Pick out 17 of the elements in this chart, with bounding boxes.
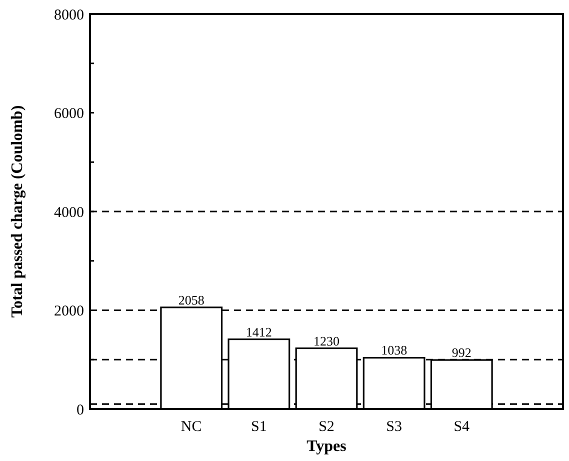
y-tick-label: 0 — [76, 402, 84, 418]
x-tick-label: NC — [180, 419, 202, 435]
x-tick-label: S2 — [318, 419, 334, 435]
x-tick-label: S3 — [386, 419, 402, 435]
data-label: 1038 — [381, 342, 408, 358]
y-tick-label: 2000 — [54, 304, 84, 320]
y-tick-label: 6000 — [54, 106, 84, 122]
data-label: 992 — [452, 345, 472, 360]
x-axis-title: Types — [306, 438, 346, 455]
x-tick-label: S1 — [251, 419, 267, 435]
y-axis-title: Total passed charge (Coulomb) — [9, 105, 26, 318]
y-tick-label: 4000 — [54, 204, 84, 221]
data-label: 1230 — [314, 333, 340, 348]
data-label: 2058 — [178, 292, 204, 308]
y-tick-label: 8000 — [54, 7, 84, 24]
x-tick-label: S4 — [454, 419, 470, 435]
data-label: 1412 — [246, 324, 272, 340]
